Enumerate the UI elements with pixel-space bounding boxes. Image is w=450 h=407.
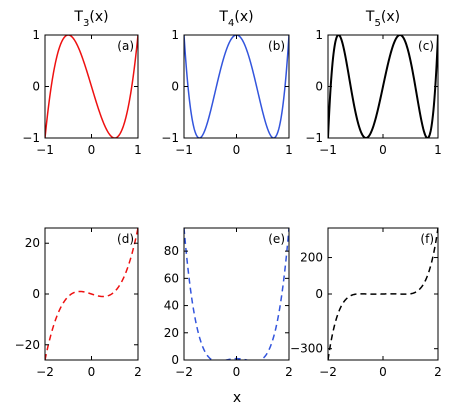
x-tick-label: 0 [88,143,96,157]
x-tick-label: 0 [379,365,387,379]
x-tick-label: 0 [88,365,96,379]
title-main: T [73,9,83,25]
y-tick-label: 1 [315,28,323,42]
title-main: T [218,9,228,25]
x-tick-label: 0 [379,143,387,157]
panels: −1 0 1−101(a)T3(x)−1 0 1−101(b)T4(x)−1 0 1−101… [15,9,442,379]
y-tick-label: 20 [164,326,179,340]
y-tick-label: 0 [32,80,40,94]
x-tick-label: −1 [175,143,193,157]
panel-title: T4(x) [218,9,253,29]
panel-a: −1 0 1 −1 0 1 (a) T3(x) [22,9,142,157]
x-tick-label: 0 [233,143,241,157]
x-tick-label: 1 [285,143,293,157]
panel-tag: (f) [420,232,434,246]
panel-tag: (e) [268,232,285,246]
y-tick-label: 60 [164,271,179,285]
title-subscript: 4 [228,18,234,29]
series-line [328,228,438,360]
panel-title: T3(x) [73,9,108,29]
series-line [328,35,438,138]
x-tick-label: 2 [434,365,442,379]
series-line [45,228,138,360]
y-tick-label: 0 [32,287,40,301]
y-tick-label: 0 [171,353,179,367]
panel-c: −1 0 1 −1 0 1 (c) T5(x) [305,9,442,157]
panel-tag: (a) [117,39,134,53]
title-tail: (x) [234,9,253,25]
series-line [184,35,289,138]
panel-tag: (d) [117,232,134,246]
y-tick-label: −1 [305,131,323,145]
panel-f: −2 0 2 −300 0 200 (f) [290,227,442,379]
y-tick-label: 200 [300,251,323,265]
x-tick-label: 2 [134,365,142,379]
x-tick-label: 0 [233,365,241,379]
y-tick-label: 0 [315,80,323,94]
y-tick-label: 80 [164,244,179,258]
y-tick-label: −1 [22,131,40,145]
y-tick-label: −1 [161,131,179,145]
title-subscript: 5 [374,18,380,29]
y-tick-label: −20 [15,338,40,352]
series-line [184,228,289,360]
x-tick-label: −1 [319,143,337,157]
title-main: T [365,9,375,25]
x-axis-label: x [233,390,241,406]
y-tick-label: −300 [290,342,323,356]
x-tick-label: −1 [36,143,54,157]
panel-title: T5(x) [365,9,400,29]
y-tick-label: 1 [32,28,40,42]
x-tick-label: −2 [319,365,337,379]
title-tail: (x) [89,9,108,25]
panel-b: −1 0 1 −1 0 1 (b) T4(x) [161,9,293,157]
panel-tag: (b) [268,39,285,53]
x-tick-label: −2 [36,365,54,379]
panel-tag: (c) [418,39,434,53]
y-tick-label: 1 [171,28,179,42]
y-tick-label: 0 [171,80,179,94]
title-tail: (x) [381,9,400,25]
title-subscript: 3 [83,18,89,29]
x-tick-label: 1 [434,143,442,157]
y-tick-label: 0 [315,287,323,301]
x-tick-label: 1 [134,143,142,157]
x-tick-label: −2 [175,365,193,379]
x-tick-label: 2 [285,365,293,379]
y-tick-label: 40 [164,299,179,313]
series-line [45,35,138,138]
y-tick-label: 20 [25,236,40,250]
